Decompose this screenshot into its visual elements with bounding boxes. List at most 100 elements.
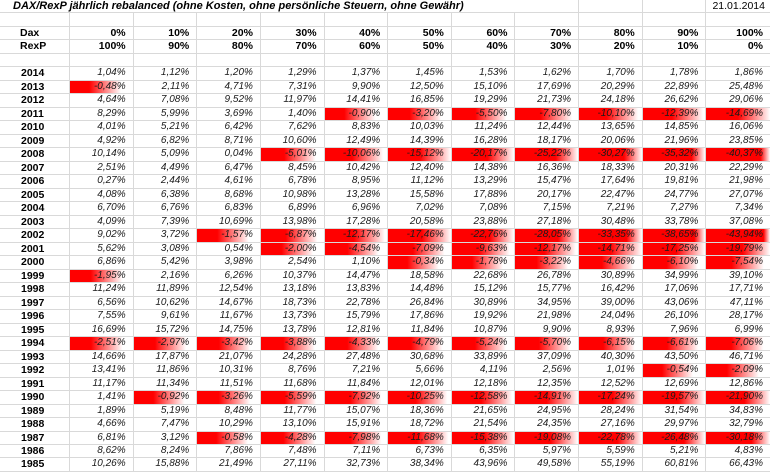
value-cell[interactable]: 22,68% [452,269,516,283]
empty-cell[interactable] [0,53,70,67]
value-cell[interactable]: 6,35% [452,444,516,458]
value-cell[interactable]: 4,01% [70,121,134,134]
negative-value-cell[interactable]: -21,90% [706,391,770,404]
value-cell[interactable]: 4,64% [70,94,134,107]
value-cell[interactable]: 11,17% [70,377,134,391]
value-cell[interactable]: 13,78% [261,323,325,337]
value-cell[interactable]: 24,28% [261,350,325,364]
value-cell[interactable]: 11,84% [325,377,389,391]
value-cell[interactable]: 3,12% [134,431,198,444]
value-cell[interactable]: 29,97% [643,418,707,431]
empty-cell[interactable] [579,0,643,13]
year-cell[interactable]: 2006 [0,175,70,188]
value-cell[interactable]: 12,54% [197,283,261,296]
negative-value-cell[interactable]: -5,59% [260,391,325,404]
value-cell[interactable]: 6,73% [388,444,452,458]
value-cell[interactable]: 4,08% [70,188,134,202]
value-cell[interactable]: 8,71% [197,134,261,148]
rexp-weight-cell[interactable]: 10% [643,40,707,53]
dax-weight-cell[interactable]: 30% [261,26,325,40]
rexp-weight-cell[interactable]: 80% [197,40,261,53]
value-cell[interactable]: 5,09% [134,148,198,161]
value-cell[interactable]: 6,47% [197,161,261,175]
value-cell[interactable]: 12,01% [388,377,452,391]
value-cell[interactable]: 8,29% [70,107,134,121]
value-cell[interactable]: 10,98% [261,188,325,202]
value-cell[interactable]: 13,73% [261,310,325,323]
value-cell[interactable]: 6,81% [70,431,134,444]
value-cell[interactable]: 1,01% [579,364,643,377]
value-cell[interactable]: 24,35% [515,418,580,431]
year-cell[interactable]: 1998 [0,283,70,296]
value-cell[interactable]: 7,34% [734,202,763,214]
value-cell[interactable]: 34,99% [643,269,707,283]
year-cell[interactable]: 1985 [0,458,70,471]
value-cell[interactable]: 1,04% [70,67,134,80]
rexp-weight-cell[interactable]: 70% [261,40,325,53]
negative-value-cell[interactable]: -19,57% [642,391,707,404]
value-cell[interactable]: 15,77% [515,283,580,296]
value-cell[interactable]: 8,68% [197,188,261,202]
value-cell[interactable]: 31,54% [643,404,707,418]
value-cell[interactable]: 28,24% [579,404,643,418]
negative-value-cell[interactable]: -6,10% [642,256,707,269]
value-cell[interactable]: 6,38% [134,188,198,202]
value-cell[interactable]: 20,29% [579,80,643,94]
value-cell[interactable]: 14,48% [388,283,452,296]
value-cell[interactable]: 6,82% [134,134,198,148]
value-cell[interactable]: 11,24% [70,283,134,296]
year-cell[interactable]: 1999 [0,269,70,283]
year-cell[interactable]: 2000 [0,256,70,269]
value-cell[interactable]: 10,03% [388,121,452,134]
value-cell[interactable]: 27,48% [325,350,389,364]
dax-weight-cell[interactable]: 80% [579,26,643,40]
year-cell[interactable]: 2008 [0,148,70,161]
empty-cell[interactable] [515,0,580,13]
value-cell[interactable]: 1,37% [325,67,389,80]
value-cell[interactable]: 14,66% [70,350,134,364]
value-cell[interactable]: 7,15% [515,202,580,215]
empty-cell[interactable] [134,53,198,67]
value-cell[interactable]: 11,84% [388,323,452,337]
value-cell[interactable]: 30,68% [388,350,452,364]
negative-value-cell[interactable]: -4,79% [388,337,452,350]
value-cell[interactable]: 18,33% [579,161,643,175]
value-cell[interactable]: 14,41% [325,94,389,107]
empty-cell[interactable] [325,13,389,26]
value-cell[interactable]: 2,11% [134,80,198,94]
value-cell[interactable]: 5,62% [70,242,134,256]
empty-cell[interactable] [515,13,580,26]
year-cell[interactable]: 2001 [0,242,70,256]
value-cell[interactable]: 7,21% [579,202,643,215]
value-cell[interactable]: 3,69% [197,107,261,121]
negative-value-cell[interactable]: -9,63% [451,242,516,256]
value-cell[interactable]: 18,36% [388,404,452,418]
negative-value-cell[interactable]: -11,68% [388,431,452,444]
rexp-weight-cell[interactable]: 60% [325,40,389,53]
value-cell[interactable]: 6,83% [197,202,261,215]
rexp-weight-cell[interactable]: 20% [579,40,643,53]
value-cell[interactable]: 4,09% [70,215,134,229]
negative-value-cell[interactable]: -25,22% [515,148,580,161]
value-cell[interactable]: 1,70% [579,67,643,80]
value-cell[interactable]: 3,72% [134,229,198,242]
value-cell[interactable]: 11,97% [261,94,325,107]
value-cell[interactable]: 19,29% [452,94,516,107]
value-cell[interactable]: 10,14% [70,148,134,161]
value-cell[interactable]: 4,66% [70,418,134,431]
value-cell[interactable]: 15,07% [325,404,389,418]
value-cell[interactable]: 22,29% [729,161,763,173]
value-cell[interactable]: 1,78% [643,67,707,80]
negative-value-cell[interactable]: -4,66% [579,256,643,269]
value-cell[interactable]: 11,67% [197,310,261,323]
value-cell[interactable]: 34,83% [729,404,763,416]
value-cell[interactable]: 10,87% [452,323,516,337]
negative-value-cell[interactable]: -3,42% [197,337,261,350]
value-cell[interactable]: 22,47% [579,188,643,202]
value-cell[interactable]: 4,61% [197,175,261,188]
negative-value-cell[interactable]: -7,09% [388,242,452,256]
value-cell[interactable]: 10,37% [261,269,325,283]
value-cell[interactable]: 19,92% [452,310,516,323]
value-cell[interactable]: 21,07% [197,350,261,364]
value-cell[interactable]: 15,79% [325,310,389,323]
